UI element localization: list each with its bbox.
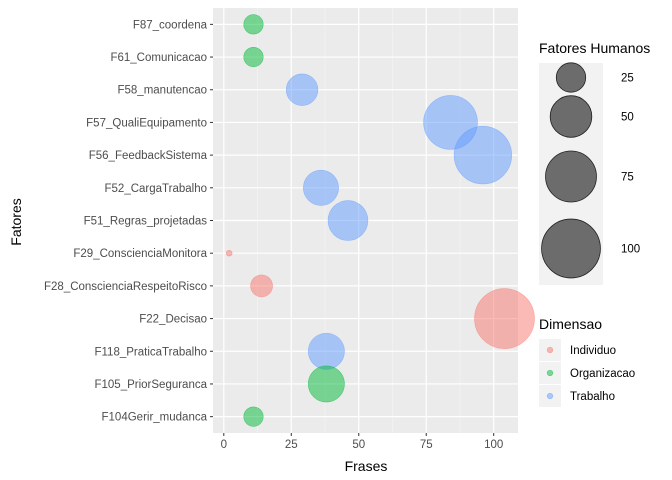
y-tick-label: F105_PriorSeguranca	[94, 379, 207, 391]
color-legend-key	[546, 369, 554, 377]
y-tick-label: F22_Decisao	[139, 314, 207, 326]
bubble-point	[243, 14, 264, 35]
x-tick-label: 75	[420, 439, 433, 451]
y-tick-label: F52_CargaTrabalho	[105, 183, 208, 195]
size-legend-key	[545, 150, 597, 203]
color-legend: Dimensao Individuo Organizacao Trabalho	[539, 316, 635, 407]
bubble-point	[243, 46, 264, 68]
plot-panel	[213, 8, 535, 433]
y-tick-label: F57_QualiEquipamento	[86, 117, 207, 129]
y-tick-label: F118_PraticaTrabalho	[94, 346, 207, 358]
color-legend-label: Organizacao	[570, 368, 635, 380]
bubble-point	[285, 73, 319, 106]
x-tick-label: 0	[221, 439, 227, 451]
size-legend-title: Fatores Humanos	[539, 40, 650, 56]
y-tick-labels: F87_coordena F61_Comunicacao F58_manutenca…	[44, 19, 213, 424]
size-legend-key	[555, 62, 587, 93]
y-tick-label: F104Gerir_mudanca	[102, 412, 208, 424]
y-tick-label: F28_ConscienciaRespeitoRisco	[44, 281, 207, 293]
y-tick-label: F61_Comunicacao	[110, 52, 207, 64]
bubble-point	[307, 365, 345, 403]
size-legend-label: 100	[621, 244, 640, 256]
x-tick-label: 100	[484, 439, 503, 451]
x-tick-labels: 0 25 50 75 100	[221, 433, 503, 451]
y-tick-label: F51_Regras_projetadas	[84, 216, 208, 228]
y-axis-title: Fatores	[8, 198, 24, 245]
bubble-point	[453, 125, 513, 185]
bubble-point	[243, 406, 264, 427]
color-legend-label: Individuo	[570, 345, 616, 357]
size-legend-label: 25	[621, 73, 634, 85]
size-legend-key	[549, 95, 593, 138]
size-legend-key	[541, 218, 601, 279]
y-tick-label: F29_ConscienciaMonitora	[73, 248, 207, 260]
color-legend-key	[546, 392, 554, 400]
size-legend: Fatores Humanos 25 50 75 100	[539, 40, 650, 285]
color-legend-key	[546, 346, 554, 354]
y-tick-label: F58_manutencao	[117, 85, 207, 97]
x-tick-label: 25	[285, 439, 298, 451]
bubble-point	[303, 169, 339, 206]
color-legend-title: Dimensao	[539, 316, 602, 332]
x-axis-title: Frases	[345, 458, 388, 474]
x-tick-label: 50	[352, 439, 365, 451]
size-legend-label: 75	[621, 172, 634, 184]
size-legend-label: 50	[621, 112, 634, 124]
y-tick-label: F56_FeedbackSistema	[89, 150, 208, 162]
y-tick-label: F87_coordena	[133, 19, 208, 31]
bubbles	[225, 14, 535, 427]
bubble-point	[225, 249, 233, 257]
bubble-point	[474, 288, 535, 349]
bubble-point	[327, 200, 369, 241]
bubble-point	[250, 274, 273, 298]
bubble-point	[307, 332, 345, 370]
color-legend-label: Trabalho	[570, 391, 615, 403]
